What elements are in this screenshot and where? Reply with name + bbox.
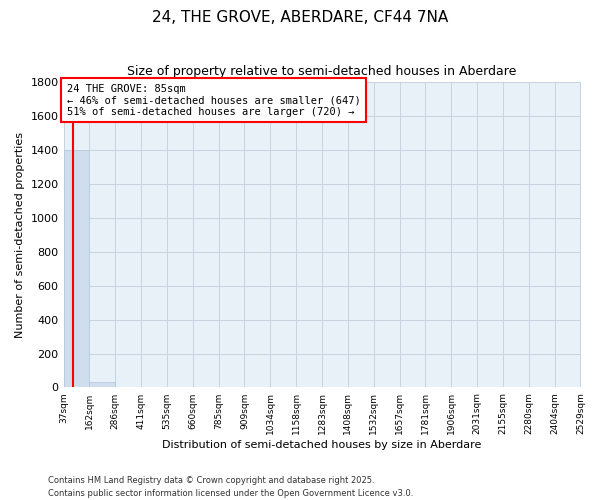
Text: 24, THE GROVE, ABERDARE, CF44 7NA: 24, THE GROVE, ABERDARE, CF44 7NA [152, 10, 448, 25]
Text: 24 THE GROVE: 85sqm
← 46% of semi-detached houses are smaller (647)
51% of semi-: 24 THE GROVE: 85sqm ← 46% of semi-detach… [67, 84, 361, 117]
Title: Size of property relative to semi-detached houses in Aberdare: Size of property relative to semi-detach… [127, 65, 517, 78]
X-axis label: Distribution of semi-detached houses by size in Aberdare: Distribution of semi-detached houses by … [163, 440, 482, 450]
Text: Contains HM Land Registry data © Crown copyright and database right 2025.
Contai: Contains HM Land Registry data © Crown c… [48, 476, 413, 498]
Bar [89, 382, 115, 388]
Bar [64, 150, 89, 388]
Y-axis label: Number of semi-detached properties: Number of semi-detached properties [15, 132, 25, 338]
